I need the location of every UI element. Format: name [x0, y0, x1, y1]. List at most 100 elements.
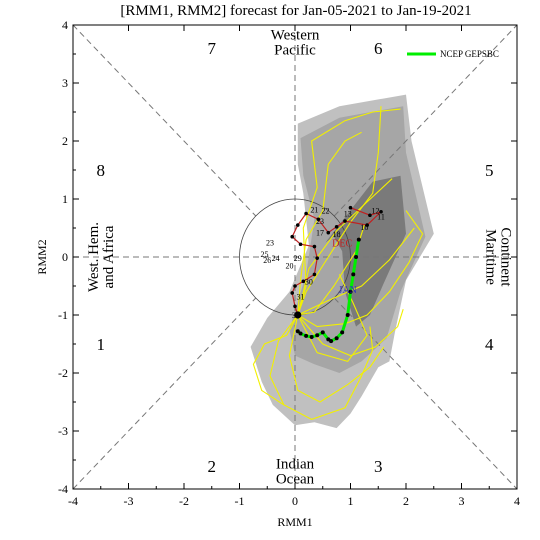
- day-label: 26: [263, 256, 271, 265]
- y-tick-label: 1: [62, 192, 68, 206]
- region-label-right: Continent: [497, 227, 513, 287]
- observed-point: [312, 272, 317, 277]
- member-line-8: [297, 108, 401, 316]
- member-line-6: [297, 309, 404, 357]
- region-label-left: West. Hem.: [86, 222, 102, 292]
- x-tick-label: 1: [348, 494, 354, 508]
- forecast-mean-point: [315, 333, 320, 338]
- x-tick-label: -3: [124, 494, 134, 508]
- spread-layer: [250, 94, 434, 429]
- day-label: 25: [260, 250, 268, 259]
- phase-label-2: 2: [208, 457, 217, 476]
- month-label: JAN: [339, 285, 357, 296]
- y-tick-label: 0: [62, 250, 68, 264]
- observed-point: [295, 223, 300, 227]
- guide-diagonal-ne: [333, 24, 518, 217]
- guide-diagonal-sw: [72, 297, 257, 490]
- phase-label-1: 1: [97, 335, 106, 354]
- spread-inner: [325, 175, 406, 327]
- forecast-mean-point: [345, 313, 350, 317]
- x-tick-label: 2: [403, 494, 409, 508]
- observed-last-point: [294, 311, 302, 319]
- day-label: 20: [285, 262, 293, 271]
- observed-point: [293, 284, 297, 288]
- region-label-bottom: Indian: [276, 457, 315, 473]
- member-line-5: [252, 314, 299, 406]
- forecast-mean-point: [309, 335, 314, 340]
- forecast-mean-point: [304, 333, 309, 338]
- forecast-mean-point: [320, 330, 325, 335]
- day-label: 23: [316, 217, 324, 226]
- y-tick-label: 4: [62, 18, 68, 32]
- y-tick-label: 2: [62, 134, 68, 148]
- forecast-mean-layer: [295, 237, 361, 344]
- observed-point: [298, 242, 303, 247]
- observed-point: [312, 244, 317, 249]
- observed-point: [301, 279, 306, 284]
- day-label: 23: [266, 239, 274, 248]
- day-label: 12: [371, 207, 379, 216]
- region-label-left: and Africa: [101, 225, 117, 288]
- observed-point: [368, 213, 372, 218]
- y-tick-label: -1: [58, 308, 68, 322]
- day-label: 30: [305, 277, 313, 286]
- chart-title: [RMM1, RMM2] forecast for Jan-05-2021 to…: [120, 3, 471, 19]
- day-label: 24: [272, 254, 280, 263]
- forecast-mean-point: [329, 339, 334, 344]
- observed-point: [304, 211, 308, 216]
- x-tick-label: -2: [179, 494, 189, 508]
- observed-point: [326, 230, 331, 235]
- day-label: 11: [377, 212, 385, 221]
- x-axis-label: RMM1: [277, 515, 312, 529]
- observed-point: [334, 225, 339, 229]
- x-tick-label: -4: [68, 494, 78, 508]
- phase-label-8: 8: [97, 161, 106, 180]
- forecast-mean-point: [351, 272, 356, 277]
- y-tick-label: -3: [58, 424, 68, 438]
- day-label: 29: [294, 254, 302, 263]
- x-tick-label: 0: [292, 494, 298, 508]
- forecast-mean-point: [340, 330, 345, 335]
- forecast-mean-point: [348, 289, 353, 294]
- day-label: 3: [292, 311, 296, 320]
- day-label: 21: [310, 205, 318, 214]
- observed-point: [365, 223, 369, 227]
- region-label-bottom: Ocean: [276, 472, 315, 488]
- observed-point: [343, 219, 347, 223]
- observed-point: [379, 209, 383, 214]
- observed-layer: [290, 205, 383, 319]
- x-tick-label: 3: [459, 494, 465, 508]
- observed-point: [316, 217, 321, 222]
- observed-point: [315, 256, 320, 260]
- x-tick-label: 4: [514, 494, 520, 508]
- day-label: 31: [297, 292, 305, 301]
- phase-label-3: 3: [374, 457, 383, 476]
- phase-label-5: 5: [485, 161, 494, 180]
- region-label-top: Western: [271, 28, 320, 44]
- day-label: 10: [360, 223, 368, 232]
- observed-point: [290, 234, 295, 239]
- forecast-mean-point: [295, 329, 300, 334]
- phase-label-6: 6: [374, 39, 383, 58]
- member-line-9: [288, 314, 385, 403]
- y-tick-label: 3: [62, 76, 68, 90]
- day-label: 22: [322, 207, 330, 216]
- phase-label-7: 7: [208, 39, 217, 58]
- observed-point: [290, 291, 295, 295]
- forecast-mean-point: [354, 255, 359, 259]
- day-label: 18: [333, 230, 341, 239]
- guide-diagonal-nw: [72, 24, 257, 217]
- member-line-12: [297, 178, 393, 316]
- legend-label: NCEP GEPSBC: [440, 49, 499, 59]
- forecast-mean-point: [298, 331, 303, 336]
- member-line-10: [297, 227, 415, 316]
- member-line-4: [297, 131, 362, 316]
- observed-point: [348, 205, 353, 210]
- month-label: DEC: [332, 239, 352, 250]
- legend: NCEP GEPSBC: [407, 49, 499, 59]
- day-label: 17: [316, 229, 324, 238]
